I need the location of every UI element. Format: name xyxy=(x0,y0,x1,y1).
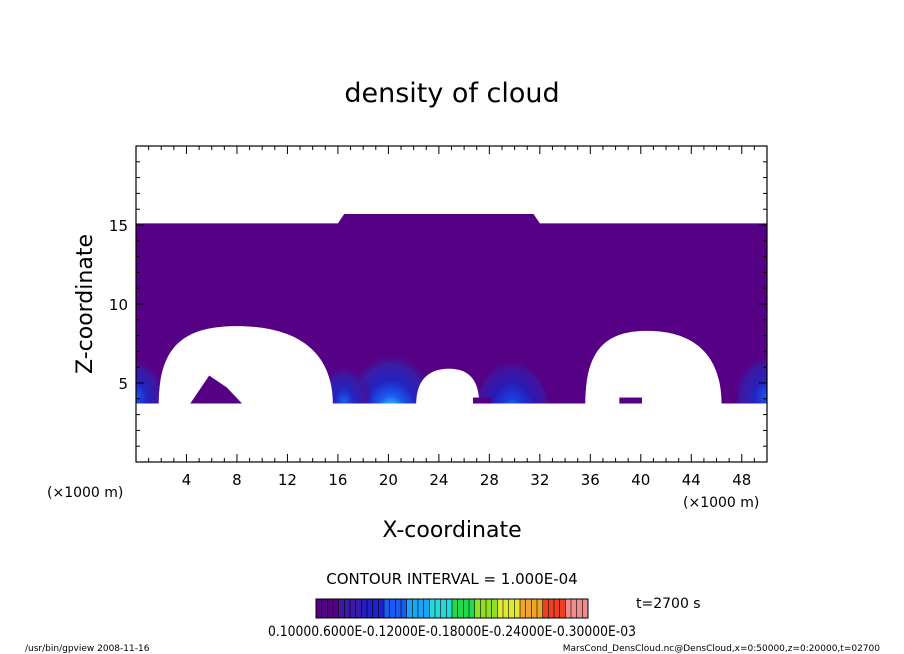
x-tick-label: 44 xyxy=(682,471,701,489)
cloud-fragment xyxy=(190,375,243,404)
x-unit-label-left: (×1000 m) xyxy=(47,485,123,501)
x-tick-label: 20 xyxy=(379,471,398,489)
colorbar-segment xyxy=(412,599,419,618)
cloud-specks xyxy=(190,375,643,404)
colorbar-segment xyxy=(514,599,521,618)
colorbar-segment xyxy=(542,599,549,618)
y-tick-labels: 5 10 15 xyxy=(109,217,128,393)
footer-left: /usr/bin/gpview 2008-11-16 xyxy=(25,644,150,654)
colorbar-segment xyxy=(321,599,328,618)
colorbar-segment xyxy=(480,599,487,618)
colorbar-segment xyxy=(491,599,498,618)
colorbar-segment xyxy=(429,599,436,618)
colorbar-segment xyxy=(361,599,368,618)
colorbar-segment xyxy=(508,599,515,618)
colorbar-frame xyxy=(315,598,589,619)
colorbar-segment xyxy=(463,599,470,618)
x-tick-label: 8 xyxy=(232,471,242,489)
colorbar-segment xyxy=(395,599,402,618)
x-tick-labels: 4 8 12 16 20 24 28 32 36 40 44 48 xyxy=(182,471,752,489)
colorbar-segment xyxy=(474,599,481,618)
plot-area xyxy=(136,146,767,462)
colorbar-segment xyxy=(316,599,322,618)
colorbar-segment xyxy=(571,599,577,618)
footer-right: MarsCond_DensCloud.nc@DensCloud,x=0:5000… xyxy=(563,644,880,654)
cloud-fragment xyxy=(472,397,492,404)
colorbar-segment xyxy=(446,599,453,618)
colorbar-segment xyxy=(520,599,526,618)
x-unit-label-right: (×1000 m) xyxy=(683,495,759,511)
colorbar-segment xyxy=(486,599,492,618)
colorbar-segment xyxy=(452,599,458,618)
colorbar-segment xyxy=(338,599,345,618)
x-tick-label: 4 xyxy=(182,471,192,489)
colorbar-segment xyxy=(367,599,373,618)
colorbar-segment xyxy=(344,599,351,618)
colorbar-segment xyxy=(378,599,385,618)
colorbar-segment xyxy=(469,599,475,618)
colorbar-segment xyxy=(531,599,538,618)
colorbar-segment xyxy=(565,599,572,618)
colorbar-segment xyxy=(327,599,334,618)
colorbar-segment xyxy=(355,599,362,618)
colorbar-segment xyxy=(423,599,430,618)
colorbar-segment xyxy=(525,599,532,618)
time-label: t=2700 s xyxy=(636,596,701,612)
x-axis-label: X-coordinate xyxy=(382,518,521,543)
colorbar-segment xyxy=(350,599,356,618)
x-tick-label: 48 xyxy=(732,471,751,489)
colorbar-segment xyxy=(457,599,464,618)
colorbar-segment xyxy=(503,599,509,618)
y-tick-label: 5 xyxy=(118,375,128,393)
colorbar-segment xyxy=(384,599,390,618)
x-tick-label: 24 xyxy=(429,471,448,489)
colorbar-segment xyxy=(440,599,447,618)
colorbar-segment xyxy=(333,599,339,618)
colorbar xyxy=(315,599,589,618)
colorbar-segment xyxy=(497,599,504,618)
colorbar-segment xyxy=(576,599,583,618)
colorbar-segment xyxy=(418,599,424,618)
y-axis-label: Z-coordinate xyxy=(73,234,98,374)
colorbar-segment xyxy=(401,599,407,618)
colorbar-segment xyxy=(537,599,543,618)
contour-interval-label: CONTOUR INTERVAL = 1.000E-04 xyxy=(326,570,577,588)
y-tick-label: 10 xyxy=(109,296,128,314)
cloud-fragment xyxy=(619,397,643,404)
clear-regions xyxy=(136,326,767,462)
colorbar-segment xyxy=(559,599,566,618)
colorbar-segment xyxy=(389,599,396,618)
chart-title: density of cloud xyxy=(344,78,559,109)
colorbar-segment xyxy=(582,599,589,618)
axis-ticks xyxy=(136,146,767,462)
y-tick-label: 15 xyxy=(109,217,128,235)
x-tick-label: 12 xyxy=(278,471,297,489)
colorbar-segment xyxy=(554,599,560,618)
colorbar-segment xyxy=(406,599,413,618)
x-tick-label: 28 xyxy=(480,471,499,489)
colorbar-segment xyxy=(435,599,441,618)
x-tick-label: 16 xyxy=(328,471,347,489)
colorbar-tick-labels: 0.10000.6000E-0.12000E-0.18000E-0.24000E… xyxy=(268,624,636,640)
colorbar-segment xyxy=(372,599,379,618)
colorbar-segment xyxy=(548,599,555,618)
x-tick-label: 36 xyxy=(581,471,600,489)
x-tick-label: 32 xyxy=(530,471,549,489)
x-tick-label: 40 xyxy=(631,471,650,489)
